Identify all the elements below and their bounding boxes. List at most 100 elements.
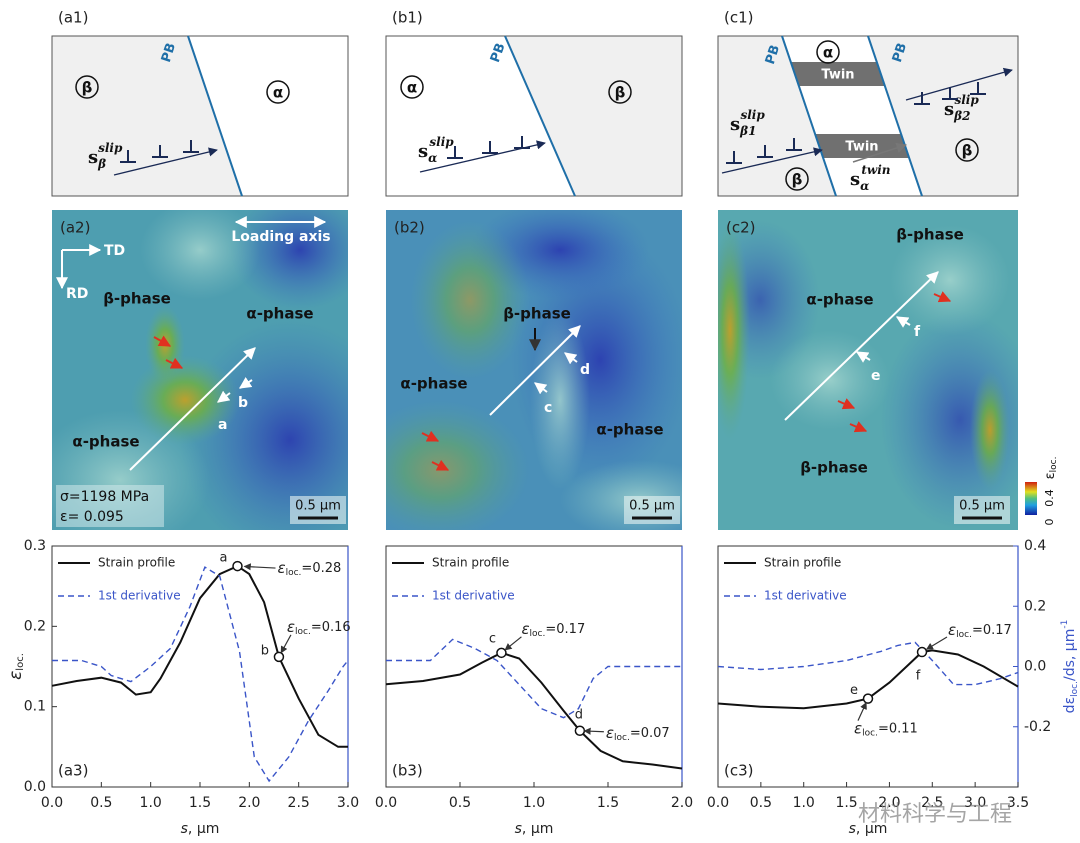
- y-tick-label: 0.0: [24, 779, 46, 795]
- twin-sup: twin: [861, 163, 890, 177]
- scale-label: 0.5 µm: [295, 499, 341, 514]
- panel-label: (a1): [58, 9, 88, 27]
- point-arrow: [895, 316, 911, 328]
- beta-region: [718, 36, 836, 196]
- point-arrow: [855, 351, 871, 363]
- profile-line: [489, 325, 581, 416]
- x-tick-label: 3.5: [1007, 795, 1029, 811]
- x-tick-label: 0.5: [449, 795, 471, 811]
- profile-line: [784, 271, 939, 421]
- phase-circle: [75, 75, 99, 99]
- annotation-text: εloc.=0.11: [854, 719, 918, 738]
- phase-label: β-phase: [896, 226, 964, 244]
- x-axis-label: s, µm: [849, 821, 888, 837]
- phase-circle: [816, 40, 840, 64]
- y-label-symbol: ε: [6, 671, 26, 680]
- phase-symbol: β: [82, 79, 93, 97]
- annotation-value: =0.28: [301, 561, 341, 576]
- y-label-sub: loc.: [15, 653, 26, 671]
- y2-label-part: /ds, µm: [1062, 629, 1078, 681]
- box: [385, 35, 683, 197]
- slip-arrow: [113, 147, 218, 176]
- point-label: e: [850, 683, 858, 698]
- point-marker: [862, 693, 874, 704]
- rd-label: RD: [66, 286, 88, 302]
- annotation-value: =0.17: [972, 623, 1012, 638]
- scale-label: 0.5 µm: [959, 499, 1005, 514]
- annotation-arrow: [925, 636, 948, 650]
- annotation-symbol: ε: [854, 719, 862, 737]
- x-tick-label: 2.0: [671, 795, 693, 811]
- slip-base: s: [418, 141, 428, 162]
- stress-label: σ=1198 MPa: [60, 489, 149, 505]
- point-label: d: [575, 707, 583, 722]
- map-blob: [140, 210, 260, 300]
- slip-sub: β: [97, 157, 106, 171]
- annotation-sub: loc.: [295, 626, 311, 636]
- phase-label: β-phase: [800, 459, 868, 477]
- slip-sub: β2: [953, 109, 970, 123]
- annotation-sub: loc.: [614, 732, 630, 742]
- y-tick-label: 0.3: [24, 538, 46, 554]
- derivative-line: [386, 638, 682, 719]
- panel-label: (a3): [58, 762, 88, 780]
- annotation-text: εloc.=0.17: [521, 619, 585, 638]
- plot-frame: [717, 545, 1019, 788]
- slip-sup: slip: [954, 93, 979, 107]
- x-tick-label: 1.0: [140, 795, 162, 811]
- phase-boundary: [781, 35, 837, 197]
- phase-label: α-phase: [806, 291, 873, 309]
- annotation-symbol: ε: [948, 621, 956, 639]
- point-arrow: [217, 390, 231, 403]
- colorbar-sub: loc.: [1049, 457, 1059, 473]
- red-arrow: [849, 421, 868, 433]
- y2-label-sup: -1: [1060, 620, 1070, 629]
- twin-label: Twin: [845, 140, 878, 155]
- slip-label: sα slip: [418, 135, 454, 165]
- x-label-unit: , µm: [188, 821, 219, 837]
- phase-circle: [608, 80, 632, 104]
- map-blob: [145, 305, 185, 385]
- schematic-c1: (c1) PB PB Twin Twin α β β sβ1slip sβ2sl…: [717, 9, 1019, 197]
- x-tick-label: 3.0: [964, 795, 986, 811]
- legend-label: 1st derivative: [98, 589, 181, 603]
- plot-frame: [51, 545, 349, 788]
- phase-symbol: β: [615, 84, 626, 102]
- phase-label: α-phase: [596, 421, 663, 439]
- slip-sup: slip: [429, 135, 454, 149]
- slip-label: sβ2 slip: [944, 93, 979, 123]
- annotation-text: εloc.=0.28: [277, 559, 341, 578]
- slip-base: s: [944, 99, 954, 120]
- annotation-sub: loc.: [956, 630, 972, 640]
- phase-symbol: α: [273, 84, 283, 102]
- slip-base: s: [730, 114, 740, 135]
- x-axis-label: s, µm: [181, 821, 220, 837]
- strain-line: [51, 564, 348, 748]
- legend-label: 1st derivative: [764, 589, 847, 603]
- annotation-text: εloc.=0.17: [948, 621, 1012, 640]
- annotation-symbol: ε: [521, 619, 529, 637]
- phase-label: α-phase: [72, 433, 139, 451]
- annotation-value: =0.07: [630, 725, 670, 740]
- twin-base: s: [850, 169, 860, 190]
- panel-label: (c3): [724, 762, 754, 780]
- panel-label: (b1): [392, 9, 423, 27]
- annotation-value: =0.17: [545, 621, 585, 636]
- map-c2: [718, 210, 1018, 530]
- x-tick-label: 2.0: [238, 795, 260, 811]
- dislocations: [726, 138, 802, 164]
- td-label: TD: [104, 243, 125, 259]
- phase-label: β-phase: [503, 305, 571, 323]
- phase-boundary: [187, 35, 243, 197]
- map-c2-labels: (c2) β-phase α-phase β-phase e f 0.5 µm …: [726, 219, 1059, 526]
- annotation-symbol: ε: [277, 559, 285, 577]
- slip-arrow: [721, 147, 823, 174]
- point-label: b: [261, 643, 269, 658]
- annotation-value: =0.16: [311, 619, 351, 634]
- pb-label: PB: [488, 41, 509, 64]
- point-label: b: [238, 395, 248, 411]
- point-marker: [273, 651, 285, 663]
- point-label: f: [914, 324, 921, 340]
- x-tick-label: 1.5: [597, 795, 619, 811]
- dislocations: [914, 82, 986, 105]
